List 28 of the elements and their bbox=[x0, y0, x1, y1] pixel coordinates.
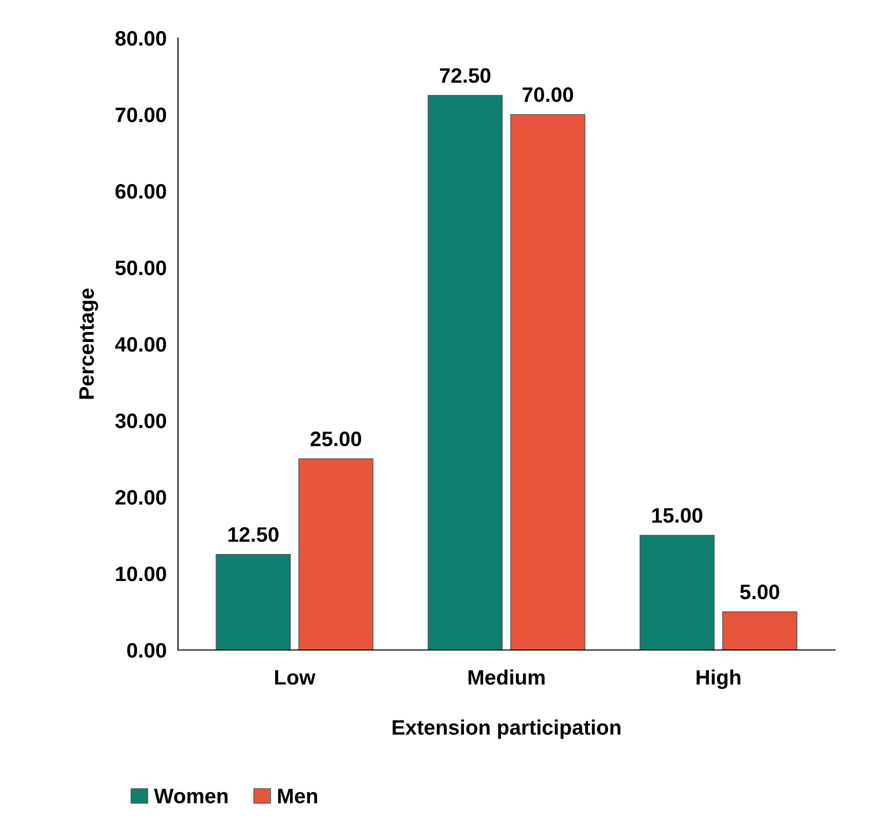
y-tick-label: 50.00 bbox=[115, 260, 166, 276]
data-label: 70.00 bbox=[522, 87, 574, 102]
y-tick-label: 70.00 bbox=[116, 108, 166, 122]
x-axis-title: Extension participation bbox=[392, 720, 620, 739]
data-label: 25.00 bbox=[310, 432, 362, 446]
y-tick-label: 80.00 bbox=[115, 31, 166, 46]
legend-label: Men bbox=[278, 788, 318, 804]
data-label: 72.50 bbox=[440, 68, 490, 83]
y-tick-label: 10.00 bbox=[116, 566, 166, 582]
data-label: 5.00 bbox=[740, 584, 780, 600]
x-tick-label: High bbox=[696, 669, 740, 689]
y-tick-label: 40.00 bbox=[115, 337, 166, 352]
bar bbox=[298, 458, 374, 650]
data-label: 12.50 bbox=[228, 527, 278, 542]
y-tick-label: 20.00 bbox=[115, 490, 166, 505]
bar bbox=[216, 554, 291, 650]
data-label: 15.00 bbox=[652, 508, 702, 523]
y-axis-title: Percentage bbox=[79, 288, 98, 399]
bar bbox=[640, 534, 715, 650]
x-tick-label: Medium bbox=[468, 669, 545, 685]
bar bbox=[428, 94, 503, 650]
y-tick-label: 60.00 bbox=[116, 184, 166, 199]
bar bbox=[510, 114, 586, 650]
y-tick-label: 0.00 bbox=[127, 643, 166, 658]
legend-label: Women bbox=[154, 788, 228, 804]
x-tick-label: Low bbox=[275, 670, 316, 685]
y-tick-label: 30.00 bbox=[115, 414, 166, 428]
bar bbox=[722, 611, 798, 650]
